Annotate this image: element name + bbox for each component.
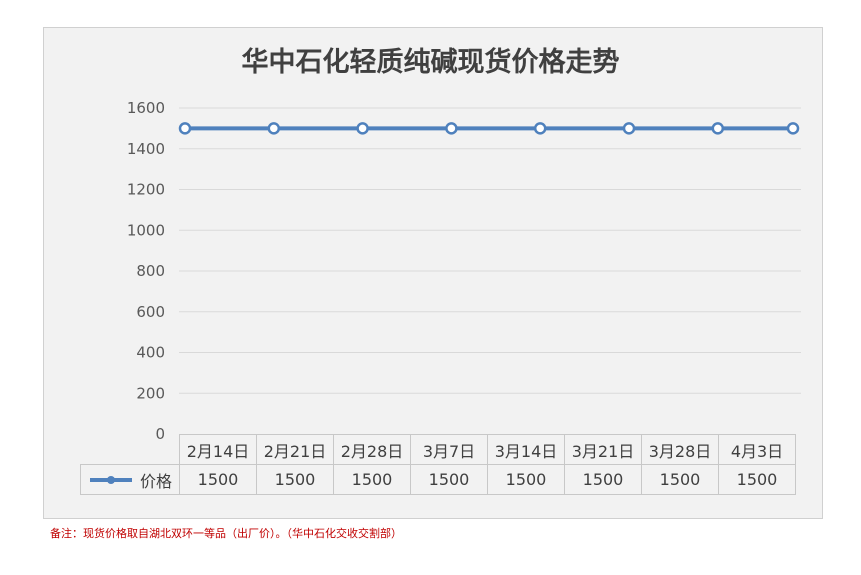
- data-label: 1500: [641, 464, 719, 495]
- y-tick-label: 200: [136, 384, 165, 402]
- data-label: 1500: [718, 464, 796, 495]
- data-label: 1500: [564, 464, 642, 495]
- data-label: 1500: [179, 464, 257, 495]
- y-tick-label: 1400: [127, 140, 165, 158]
- y-tick-label: 800: [136, 262, 165, 280]
- legend-series-name: 价格: [139, 471, 172, 491]
- legend-line-marker: [89, 475, 132, 484]
- chart-title: 华中石化轻质纯碱现货价格走势: [241, 47, 620, 78]
- value-row: 价格 1500 1500 1500 1500 1500 1500 1500 1500: [80, 464, 796, 495]
- x-tick-label: 4月3日: [718, 434, 796, 465]
- x-tick-label: 2月28日: [333, 434, 411, 465]
- y-tick-label: 1000: [127, 221, 165, 239]
- category-row: 2月14日 2月21日 2月28日 3月7日 3月14日 3月21日 3月28日 4月3日: [80, 434, 796, 465]
- x-tick-label: 3月7日: [410, 434, 488, 465]
- data-label: 1500: [256, 464, 334, 495]
- table-corner: [80, 434, 180, 465]
- data-point: [267, 122, 281, 135]
- y-tick-label: 600: [136, 303, 165, 321]
- x-tick-label: 3月21日: [564, 434, 642, 465]
- data-label: 1500: [333, 464, 411, 495]
- y-tick-label: 400: [136, 344, 165, 362]
- footnote: 备注：现货价格取自湖北双环一等品（出厂价）。（华中石化交收交割部）: [50, 527, 402, 540]
- data-label: 1500: [410, 464, 488, 495]
- y-tick-label: 1600: [127, 99, 165, 117]
- x-tick-label: 3月28日: [641, 434, 719, 465]
- data-point: [786, 122, 800, 135]
- legend-entry: 价格: [80, 464, 180, 495]
- data-point: [622, 122, 636, 135]
- data-point: [533, 122, 547, 135]
- y-tick-label: 0: [155, 425, 165, 443]
- data-point: [445, 122, 458, 135]
- data-point: [178, 122, 192, 135]
- data-point: [356, 122, 369, 135]
- data-point: [711, 122, 725, 135]
- data-label: 1500: [487, 464, 565, 495]
- y-tick-label: 1200: [127, 181, 165, 199]
- data-table: 2月14日 2月21日 2月28日 3月7日 3月14日 3月21日 3月28日 4月3日 价…: [80, 434, 796, 495]
- x-tick-label: 2月21日: [256, 434, 334, 465]
- x-tick-label: 3月14日: [487, 434, 565, 465]
- x-tick-label: 2月14日: [179, 434, 257, 465]
